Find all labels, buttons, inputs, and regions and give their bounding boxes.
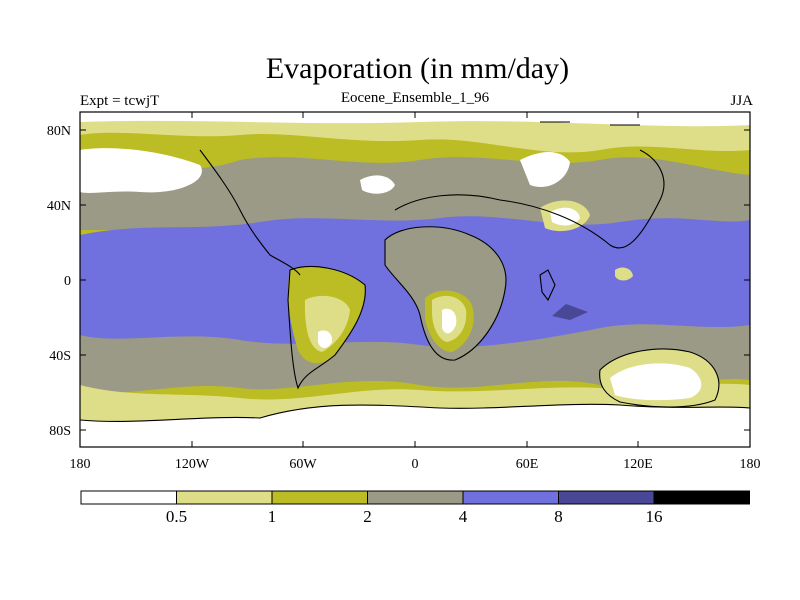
lat-label-80n: 80N <box>47 124 71 139</box>
field-white-nw <box>80 148 202 193</box>
field-white-arctic <box>80 112 750 127</box>
colorbar-box-7 <box>654 491 750 504</box>
evaporation-field <box>80 112 750 447</box>
colorbar-label-1: 1 <box>268 507 277 526</box>
lon-label-0: 0 <box>412 457 419 472</box>
lon-label-180w: 180 <box>70 457 91 472</box>
lon-tick-marks <box>79 112 751 447</box>
colorbar-box-6 <box>558 491 654 504</box>
lat-label-40s: 40S <box>49 349 71 364</box>
experiment-label: Expt = tcwjT <box>80 93 160 109</box>
coastline-arctic <box>540 121 640 126</box>
colorbar-label-2: 2 <box>363 507 372 526</box>
colorbar-box-4 <box>367 491 463 504</box>
plot-subtitle: Eocene_Ensemble_1_96 <box>340 90 490 106</box>
coastline-india <box>539 269 556 302</box>
field-white-antarctica <box>80 404 750 447</box>
field-white-australia <box>610 363 702 401</box>
colorbar-label-0-5: 0.5 <box>166 507 187 526</box>
field-pale-samerica <box>304 295 350 352</box>
lat-label-0: 0 <box>64 274 71 289</box>
lon-label-180e: 180 <box>740 457 761 472</box>
colorbar: 0.5 1 2 4 8 16 <box>80 490 750 526</box>
coastline-africa <box>384 226 507 361</box>
colorbar-label-8: 8 <box>554 507 563 526</box>
field-white-arabia <box>360 175 395 194</box>
lon-label-60e: 60E <box>516 457 539 472</box>
colorbar-box-1 <box>81 491 177 504</box>
colorbar-label-4: 4 <box>459 507 468 526</box>
coastline-south-america <box>287 265 366 390</box>
field-darkblue-patch <box>552 304 588 320</box>
colorbar-box-3 <box>272 491 368 504</box>
lon-label-60w: 60W <box>289 457 317 472</box>
coastline-australia <box>599 348 720 408</box>
coastline-antarctica <box>80 403 750 422</box>
lat-label-80s: 80S <box>49 424 71 439</box>
plot-title: Evaporation (in mm/day) <box>265 52 570 85</box>
colorbar-box-2 <box>176 491 272 504</box>
coastlines <box>80 121 750 422</box>
coastline-eurasia <box>394 149 665 249</box>
coastline-north-america <box>199 149 301 276</box>
season-label: JJA <box>730 93 753 109</box>
field-pale-seasia <box>615 267 633 281</box>
field-white-samerica <box>318 330 333 348</box>
lon-label-120w: 120W <box>175 457 210 472</box>
lon-label-120e: 120E <box>623 457 653 472</box>
lat-tick-marks <box>80 129 750 431</box>
field-white-siberia <box>520 152 570 188</box>
field-white-safrica <box>442 308 457 334</box>
colorbar-label-16: 16 <box>646 507 663 526</box>
lat-label-40n: 40N <box>47 199 71 214</box>
colorbar-box-5 <box>463 491 559 504</box>
